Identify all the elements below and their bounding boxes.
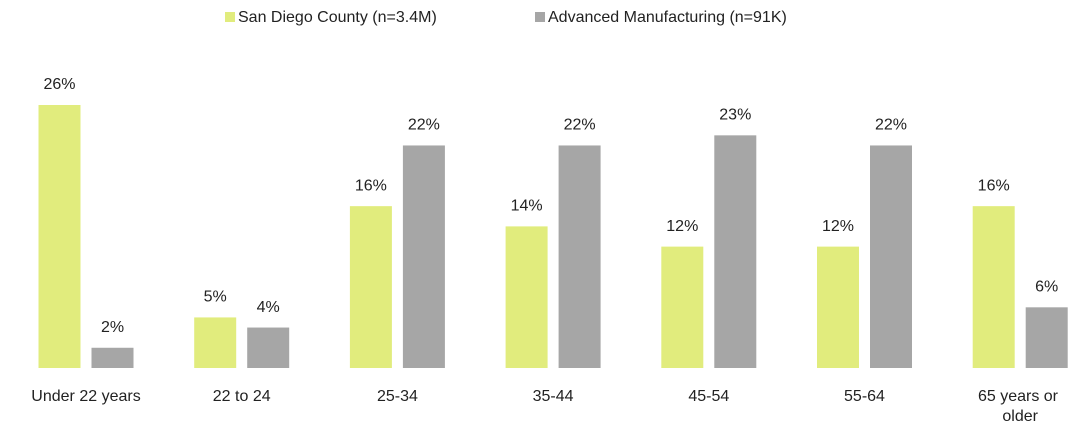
- x-tick-label: 65 years or older: [978, 388, 1062, 425]
- legend-label: San Diego County (n=3.4M): [238, 9, 437, 26]
- bar: [247, 327, 290, 368]
- data-label: 26%: [43, 76, 75, 93]
- bar: [817, 246, 859, 368]
- data-label: 14%: [511, 198, 543, 215]
- bar: [661, 246, 704, 368]
- data-label: 4%: [257, 299, 280, 316]
- bar: [349, 206, 392, 368]
- bar: [402, 145, 445, 368]
- bar: [1025, 307, 1068, 368]
- data-label: 22%: [408, 117, 440, 134]
- x-tick-label: 22 to 24: [213, 388, 271, 405]
- bar: [870, 145, 912, 368]
- data-label: 22%: [564, 117, 596, 134]
- data-label: 23%: [719, 107, 751, 124]
- data-label: 22%: [875, 117, 907, 134]
- x-tick-label: Under 22 years: [31, 388, 140, 405]
- bar: [91, 347, 134, 368]
- bar: [558, 145, 601, 368]
- legend-swatch: [535, 12, 545, 22]
- data-label: 16%: [355, 177, 387, 194]
- x-tick-label: 45-54: [688, 388, 729, 405]
- x-tick-label: 35-44: [533, 388, 574, 405]
- data-label: 6%: [1035, 279, 1058, 296]
- data-label: 2%: [101, 319, 124, 336]
- bar: [714, 135, 757, 368]
- data-label: 5%: [204, 289, 227, 306]
- legend-label: Advanced Manufacturing (n=91K): [548, 9, 787, 26]
- bar: [972, 206, 1015, 368]
- x-tick-label: 25-34: [377, 388, 418, 405]
- data-label: 16%: [978, 177, 1010, 194]
- bar: [38, 105, 81, 368]
- data-label: 12%: [822, 218, 854, 235]
- bar: [194, 317, 237, 368]
- bar: [505, 226, 548, 368]
- x-tick-label: 55-64: [844, 388, 885, 405]
- data-label: 12%: [666, 218, 698, 235]
- legend-swatch: [225, 12, 235, 22]
